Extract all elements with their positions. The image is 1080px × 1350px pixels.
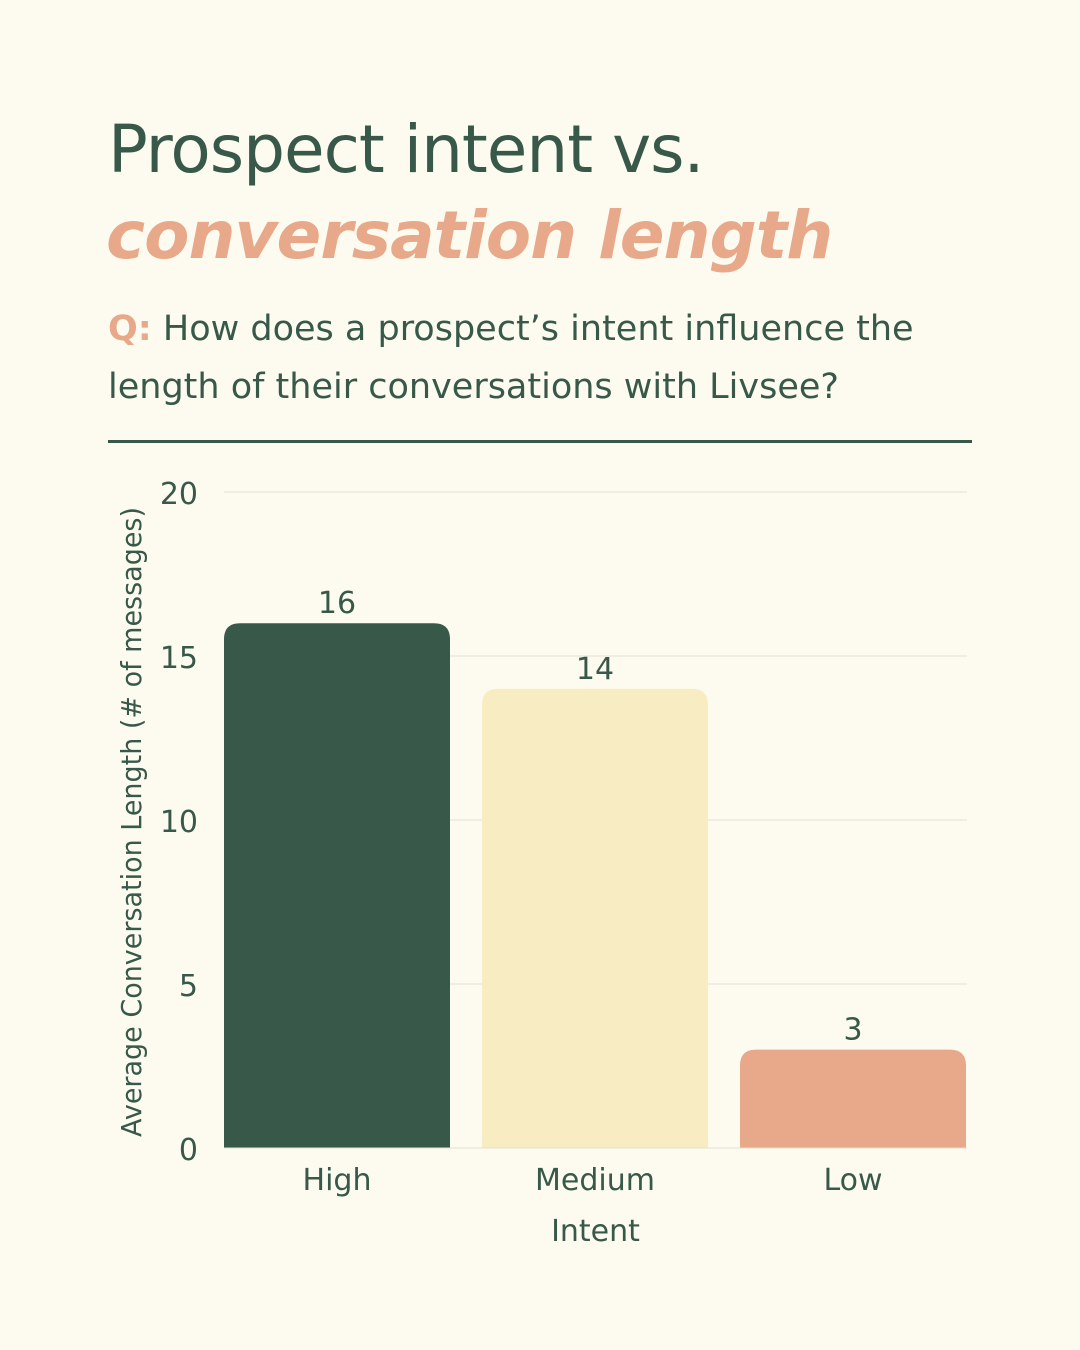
bar-low: [740, 1049, 966, 1148]
title-line-1: Prospect intent vs.: [108, 111, 704, 188]
y-tick-label: 15: [160, 641, 198, 676]
y-axis-ticks: 0 5 10 15 20: [160, 477, 198, 1168]
x-axis-title: Intent: [551, 1214, 640, 1249]
title-line-2: conversation length: [106, 197, 833, 274]
question-prefix: Q:: [108, 309, 152, 349]
divider-rule: [108, 440, 972, 443]
data-label-low: 3: [843, 1013, 862, 1048]
x-tick-label-medium: Medium: [535, 1163, 655, 1198]
x-tick-label-high: High: [303, 1163, 372, 1198]
question-text: How does a prospect’s intent influence t…: [108, 309, 914, 407]
bar-high: [224, 623, 450, 1148]
data-label-high: 16: [318, 586, 356, 621]
data-labels: 16 14 3: [318, 586, 863, 1047]
y-tick-label: 20: [160, 477, 198, 512]
y-tick-label: 5: [179, 969, 198, 1004]
data-label-medium: 14: [576, 652, 614, 687]
bars: [224, 623, 966, 1148]
y-tick-label: 0: [179, 1133, 198, 1168]
y-tick-label: 10: [160, 805, 198, 840]
question: Q: How does a prospect’s intent influenc…: [108, 300, 988, 416]
bar-medium: [482, 688, 708, 1148]
y-axis-title: Average Conversation Length (# of messag…: [115, 507, 148, 1137]
x-tick-label-low: Low: [823, 1163, 882, 1198]
x-axis-ticks: High Medium Low: [303, 1163, 883, 1198]
